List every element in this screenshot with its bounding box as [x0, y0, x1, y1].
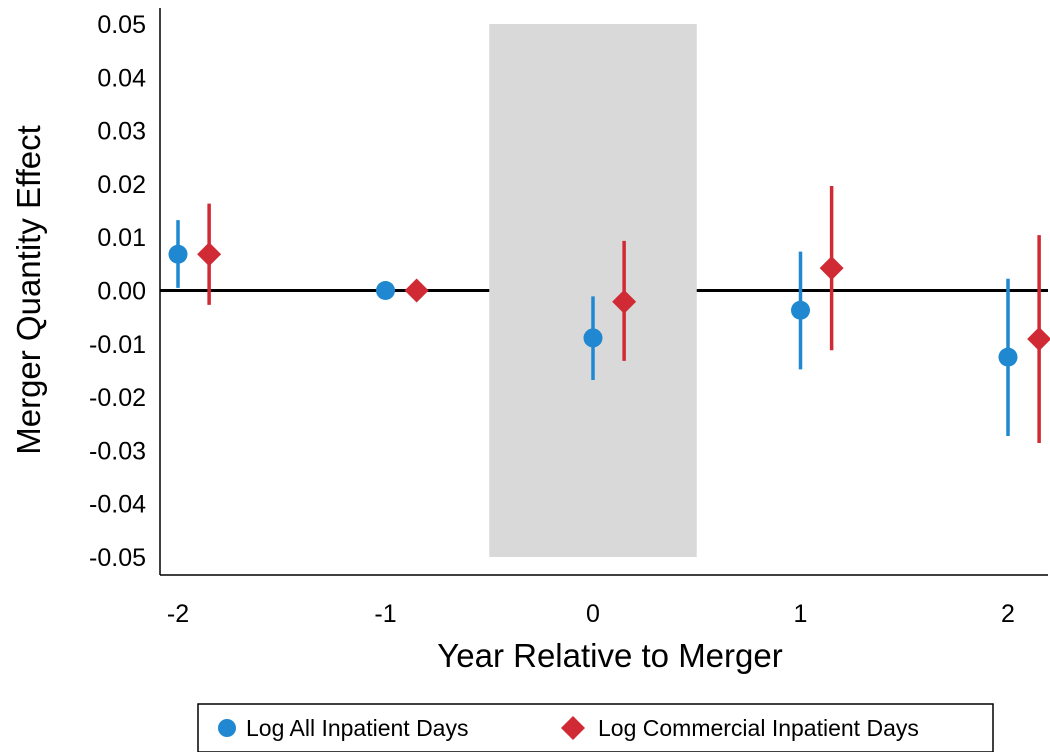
- legend-marker-circle: [218, 719, 236, 737]
- y-axis-title: Merger Quantity Effect: [10, 125, 47, 455]
- series-2: [197, 186, 1050, 443]
- y-tick-label: 0.03: [97, 118, 146, 146]
- x-tick-label: -2: [167, 600, 189, 628]
- y-tick-label: -0.01: [89, 331, 146, 359]
- series-1: [168, 220, 1018, 437]
- y-tick-label: 0.00: [97, 278, 146, 306]
- y-tick-label: 0.02: [97, 171, 146, 199]
- data-point-diamond: [819, 256, 844, 281]
- data-point-circle: [376, 281, 395, 300]
- y-tick-label: 0.05: [97, 11, 146, 39]
- x-tick-label: 0: [586, 600, 600, 628]
- y-tick-labels: 0.05 0.04 0.03 0.02 0.01 0.00 -0.01 -0.02 -0.03 -…: [89, 11, 146, 572]
- plot-background: [159, 8, 1048, 576]
- data-point-diamond: [197, 242, 222, 267]
- y-tick-label: -0.04: [89, 491, 146, 519]
- series-layer: [168, 186, 1050, 443]
- y-tick-label: -0.02: [89, 384, 146, 412]
- legend-box: [197, 703, 994, 752]
- y-tick-label: 0.04: [97, 64, 146, 92]
- data-point-diamond: [1027, 327, 1050, 352]
- y-tick-label: -0.03: [89, 437, 146, 465]
- shaded-merger-window: [489, 24, 697, 557]
- y-tick-label: 0.01: [97, 224, 146, 252]
- data-point-diamond: [612, 289, 637, 314]
- data-point-circle: [998, 347, 1018, 367]
- x-tick-label: 1: [794, 600, 808, 628]
- data-point-circle: [168, 244, 188, 264]
- legend-label-series-2: Log Commercial Inpatient Days: [598, 715, 919, 741]
- x-tick-label: 2: [1001, 600, 1015, 628]
- data-point-circle: [791, 300, 810, 320]
- legend-label-series-1: Log All Inpatient Days: [246, 715, 468, 741]
- data-point-diamond: [404, 278, 429, 303]
- x-axis-title: Year Relative to Merger: [437, 637, 782, 674]
- legend-marker-diamond: [561, 716, 585, 740]
- x-tick-label: -1: [374, 600, 396, 628]
- data-point-circle: [583, 328, 603, 348]
- x-tick-labels: -2 -1 0 1 2: [167, 600, 1015, 628]
- legend: Log All Inpatient Days Log Commercial In…: [197, 703, 994, 752]
- y-tick-label: -0.05: [89, 544, 146, 572]
